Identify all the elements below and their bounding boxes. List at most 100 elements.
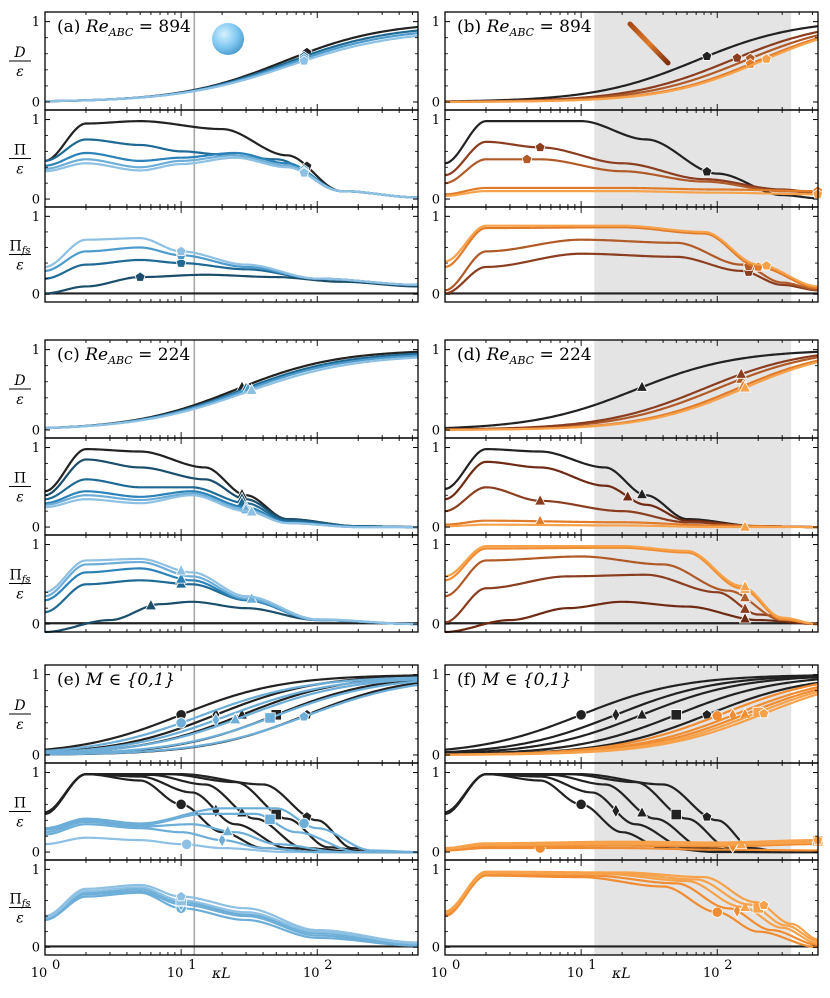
line-a-Pi-1 (44, 138, 419, 199)
axes-frame-e-1 (44, 762, 419, 861)
sphere-icon (212, 23, 244, 55)
y-tick-label: 0 (432, 521, 440, 536)
svg-text:(b) ReABC = 894: (b) ReABC = 894 (457, 17, 592, 39)
svg-text:ε: ε (16, 911, 24, 927)
marker-f-D-3 (670, 709, 682, 721)
y-tick-label: 0 (432, 941, 440, 956)
marker-b-D-1 (731, 52, 743, 63)
axes-frame-e-2 (44, 859, 419, 956)
y-tick-label: 0 (32, 521, 40, 536)
line-c-Pifs-3 (44, 567, 419, 626)
y-tick-label: 1 (432, 766, 440, 781)
x-tick-exponent: 1 (588, 958, 596, 973)
axes-frame-c-2 (44, 534, 419, 633)
svg-text:Πfs: Πfs (9, 892, 30, 910)
panel-f-Pi-series (444, 773, 824, 854)
row-label-Pi: Πε (9, 796, 31, 831)
marker-f-Pifs-3 (738, 900, 752, 912)
marker-a-Pifs-1 (134, 271, 146, 282)
panel-c-Pifs-series (44, 557, 419, 634)
svg-text:(c) ReABC = 224: (c) ReABC = 224 (57, 345, 190, 367)
marker-d-Pi-2 (534, 493, 547, 506)
svg-text:ε: ε (16, 392, 24, 408)
y-tick-label: 0 (432, 618, 440, 633)
x-tick-label: 10 (431, 966, 448, 981)
line-d-Pifs-5 (444, 545, 819, 626)
marker-f-Pifs-1 (711, 906, 723, 918)
y-tick-label: 1 (32, 863, 40, 878)
marker-d-Pi-1 (621, 489, 634, 502)
marker-a-Pifs-2 (175, 257, 187, 268)
y-tick-label: 1 (32, 210, 40, 225)
marker-a-Pi-4 (298, 167, 310, 178)
y-tick-label: 1 (432, 343, 440, 358)
panel-c-D-series (44, 350, 419, 430)
line-c-Pifs-5 (44, 557, 419, 626)
line-e-D-9 (44, 683, 419, 756)
y-tick-label: 1 (32, 343, 40, 358)
y-tick-label: 0 (432, 846, 440, 861)
x-tick-exponent: 0 (452, 958, 460, 973)
y-tick-label: 1 (432, 15, 440, 30)
line-f-Pifs-1 (444, 874, 819, 949)
y-tick-label: 0 (32, 423, 40, 438)
panel-a-D-series (44, 25, 419, 103)
line-d-Pifs-3 (444, 555, 819, 626)
line-f-D-1 (444, 675, 819, 754)
svg-text:ε: ε (16, 717, 24, 733)
panel-title-c: (c) ReABC = 224 (57, 345, 190, 367)
marker-c-Pifs-5 (174, 563, 188, 576)
row-label-Pi: Πε (9, 143, 31, 178)
panel-f-Pifs-series (444, 870, 819, 949)
line-a-Pifs-3 (44, 246, 419, 286)
x-tick-exponent: 2 (724, 958, 732, 973)
y-tick-label: 0 (32, 618, 40, 633)
marker-e-Pi-7 (221, 824, 234, 837)
line-b-D-4 (444, 38, 819, 103)
line-e-D-8 (44, 680, 419, 756)
panel-b-Pifs-series (444, 224, 819, 295)
rod-icon (627, 21, 671, 66)
marker-d-D-2 (735, 367, 748, 379)
row-label-Pi: Πε (9, 471, 31, 506)
line-c-Pifs-2 (44, 579, 419, 626)
marker-e-Pifs-5 (175, 890, 187, 902)
line-c-Pi-5 (44, 494, 418, 529)
y-tick-label: 0 (32, 95, 40, 110)
marker-c-Pifs-3 (174, 571, 188, 584)
panel-e-Pifs-series (44, 883, 419, 948)
line-f-Pi-9 (444, 839, 819, 850)
y-tick-label: 0 (432, 193, 440, 208)
y-tick-label: 0 (32, 748, 40, 763)
panel-f-D-series (444, 674, 819, 756)
marker-e-Pi-9 (298, 817, 310, 829)
marker-d-Pifs-1 (738, 611, 752, 624)
svg-text:D: D (13, 45, 25, 61)
line-b-Pi-4 (444, 190, 818, 197)
marker-b-Pi-2 (521, 153, 533, 164)
line-f-D-9 (444, 693, 819, 756)
line-e-Pi-8 (44, 812, 418, 854)
x-tick-exponent: 0 (52, 958, 60, 973)
marker-d-Pifs-5 (738, 579, 752, 592)
marker-b-Pifs-4 (761, 260, 772, 271)
line-e-D-5 (44, 676, 419, 753)
svg-text:Π: Π (14, 471, 26, 487)
line-d-Pifs-4 (444, 546, 819, 626)
marker-d-Pi-4 (738, 519, 752, 532)
svg-text:Π: Π (14, 143, 26, 159)
line-a-Pi-4 (44, 156, 419, 199)
svg-text:Π: Π (14, 796, 26, 812)
y-tick-label: 1 (32, 538, 40, 553)
marker-f-Pi-3 (670, 808, 682, 821)
marker-c-D-3 (245, 383, 258, 395)
line-d-D-4 (444, 360, 819, 431)
marker-f-D-9 (758, 707, 770, 719)
y-tick-label: 1 (32, 668, 40, 683)
x-axis-label: κL (611, 966, 630, 982)
x-tick-label: 10 (31, 966, 48, 981)
line-a-Pifs-4 (44, 237, 419, 286)
line-e-D-0 (44, 674, 419, 751)
